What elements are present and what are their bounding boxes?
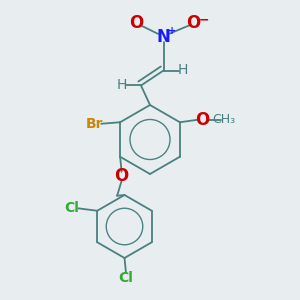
Text: +: + xyxy=(168,26,176,36)
Text: H: H xyxy=(116,79,127,92)
Text: CH₃: CH₃ xyxy=(212,113,236,126)
Text: N: N xyxy=(157,28,170,46)
Text: O: O xyxy=(115,167,129,185)
Text: Cl: Cl xyxy=(64,201,79,215)
Text: Cl: Cl xyxy=(118,271,134,284)
Text: O: O xyxy=(195,111,209,129)
Text: H: H xyxy=(178,64,188,77)
Text: O: O xyxy=(129,14,144,32)
Text: O: O xyxy=(186,14,201,32)
Text: Br: Br xyxy=(86,117,104,131)
Text: −: − xyxy=(199,13,209,26)
